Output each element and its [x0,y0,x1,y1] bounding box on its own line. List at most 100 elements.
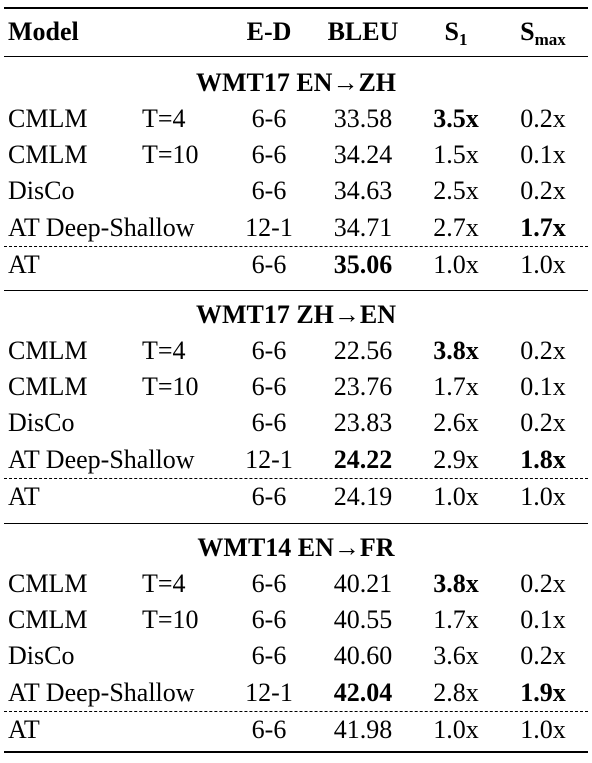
cell-bleu: 22.56 [333,336,393,365]
cell-model: CMLM [8,140,88,170]
cell-smax: 0.2x [520,336,566,365]
cell-bleu: 40.21 [333,569,393,598]
header-s1: S1 [420,14,492,50]
cell-s1: 2.5x [433,176,479,206]
table-row: CMLM T=10 6-6 23.76 1.7x 0.1x [0,369,592,405]
section-title: WMT17 EN→ZH [195,68,397,97]
cell-s1: 2.7x [433,212,479,242]
dashed-separator [4,478,588,480]
cell-s1: 1.7x [433,372,479,402]
table-row: DisCo 6-6 34.63 2.5x 0.2x [0,173,592,209]
cell-bleu: 23.76 [333,372,393,402]
dashed-separator [4,246,588,248]
table-row: AT Deep-Shallow 12-1 34.71 2.7x 1.7x [0,210,592,246]
cell-bleu: 24.22 [333,444,393,474]
cell-s1: 3.8x [433,336,479,365]
table-row: AT 6-6 35.06 1.0x 1.0x [0,247,592,283]
cell-t: T=4 [142,336,186,365]
cell-s1: 3.8x [433,569,479,598]
cell-smax: 0.1x [520,372,566,402]
cell-smax: 0.1x [520,140,566,170]
cell-bleu: 40.60 [333,641,393,671]
header-ed: E-D [246,17,292,46]
cell-bleu: 41.98 [333,714,393,744]
table-row: CMLM T=4 6-6 33.58 3.5x 0.2x [0,101,592,137]
section-rule [4,290,588,291]
cell-s1: 3.6x [433,641,479,671]
table-row: CMLM T=10 6-6 34.24 1.5x 0.1x [0,137,592,173]
cell-model: DisCo [8,176,75,206]
cell-bleu: 23.83 [333,408,393,438]
header-rule [4,56,588,57]
cell-ed: 12-1 [245,212,293,242]
cell-model: CMLM [8,336,88,365]
header-model: Model [8,17,79,46]
header-smax: Smax [505,14,581,50]
cell-s1: 3.5x [433,104,479,133]
header-s1-main: S [444,17,459,46]
cell-bleu: 33.58 [333,104,393,133]
table-row: AT Deep-Shallow 12-1 24.22 2.9x 1.8x [0,442,592,478]
cell-bleu: 40.55 [333,605,393,635]
cell-smax: 1.0x [520,249,566,279]
cell-ed: 6-6 [251,714,287,744]
cell-ed: 6-6 [251,605,287,635]
cell-t: T=10 [142,605,199,635]
cell-s1: 2.8x [433,677,479,707]
cell-bleu: 24.19 [333,481,393,511]
cell-bleu: 42.04 [333,677,393,707]
cell-smax: 0.2x [520,176,566,206]
top-rule [4,7,588,9]
cell-model: DisCo [8,641,75,671]
cell-smax: 0.1x [520,605,566,635]
cell-smax: 1.7x [520,212,566,242]
table-row: AT 6-6 24.19 1.0x 1.0x [0,479,592,515]
cell-s1: 1.0x [433,714,479,744]
dashed-separator [4,711,588,713]
cell-ed: 6-6 [251,641,287,671]
cell-bleu: 34.63 [333,176,393,206]
cell-t: T=10 [142,140,199,170]
cell-ed: 6-6 [251,249,287,279]
cell-ed: 6-6 [251,104,287,133]
cell-ed: 6-6 [251,569,287,598]
cell-model: CMLM [8,372,88,402]
section-rule [4,523,588,524]
table-row: CMLM T=10 6-6 40.55 1.7x 0.1x [0,602,592,638]
cell-smax: 1.0x [520,714,566,744]
cell-smax: 0.2x [520,569,566,598]
cell-model: DisCo [8,408,75,438]
cell-model: AT [8,481,40,511]
cell-smax: 0.2x [520,641,566,671]
cell-smax: 1.8x [520,444,566,474]
cell-s1: 1.0x [433,481,479,511]
cell-smax: 0.2x [520,408,566,438]
cell-ed: 6-6 [251,176,287,206]
cell-ed: 12-1 [245,444,293,474]
cell-ed: 6-6 [251,481,287,511]
section-title: WMT17 ZH→EN [195,300,397,329]
cell-s1: 2.6x [433,408,479,438]
table-row: DisCo 6-6 40.60 3.6x 0.2x [0,638,592,674]
cell-model: AT Deep-Shallow [8,212,195,242]
cell-smax: 1.9x [520,677,566,707]
cell-ed: 6-6 [251,140,287,170]
cell-model: AT Deep-Shallow [8,677,195,707]
cell-model: AT [8,714,40,744]
header-smax-main: S [520,17,535,46]
table-row: CMLM T=4 6-6 22.56 3.8x 0.2x [0,333,592,369]
table-row: AT 6-6 41.98 1.0x 1.0x [0,712,592,748]
cell-smax: 1.0x [520,481,566,511]
cell-t: T=4 [142,569,186,598]
cell-ed: 12-1 [245,677,293,707]
cell-bleu: 34.71 [333,212,393,242]
bottom-rule [4,751,588,753]
cell-model: AT Deep-Shallow [8,444,195,474]
cell-model: CMLM [8,104,88,133]
cell-model: CMLM [8,605,88,635]
table-row: DisCo 6-6 23.83 2.6x 0.2x [0,405,592,441]
header-s1-sub: 1 [458,30,468,49]
cell-smax: 0.2x [520,104,566,133]
cell-bleu: 34.24 [333,140,393,170]
header-bleu: BLEU [327,17,399,46]
